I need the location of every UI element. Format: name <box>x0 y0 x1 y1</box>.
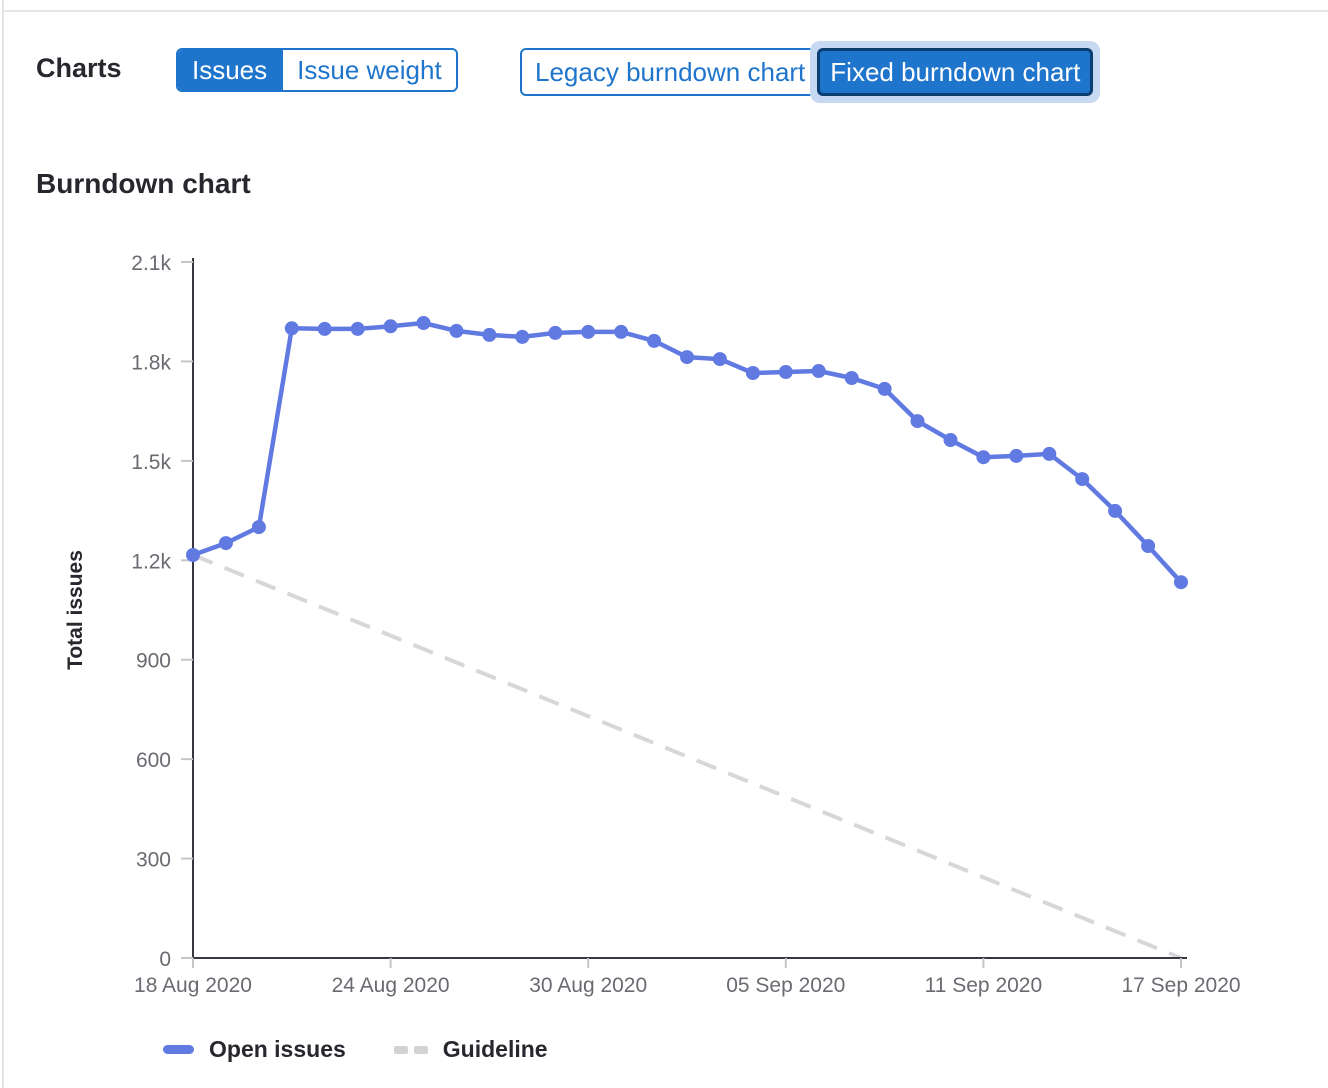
data-point[interactable] <box>976 450 991 465</box>
data-point[interactable] <box>350 321 365 336</box>
data-point[interactable] <box>778 365 793 379</box>
data-point[interactable] <box>548 325 563 340</box>
x-tick-label: 05 Sep 2020 <box>726 974 845 997</box>
fixed-burndown-chart-button[interactable]: Fixed burndown chart <box>817 48 1094 96</box>
guideline-swatch <box>393 1045 428 1054</box>
legend-label-open-issues: Open issues <box>209 1036 346 1062</box>
legend-item-open-issues[interactable]: Open issues <box>163 1036 346 1063</box>
y-tick-label: 1.2k <box>131 550 171 573</box>
data-point[interactable] <box>581 324 596 339</box>
y-tick-label: 1.8k <box>131 351 171 374</box>
data-point[interactable] <box>1108 503 1123 518</box>
data-point[interactable] <box>284 321 299 336</box>
data-point[interactable] <box>1174 575 1188 590</box>
data-point[interactable] <box>943 433 958 447</box>
metric-toggle-group: Issues Issue weight <box>176 48 458 92</box>
data-point[interactable] <box>1009 448 1024 463</box>
data-point[interactable] <box>877 381 892 396</box>
chart-legend: Open issues Guideline <box>163 1036 548 1063</box>
data-point[interactable] <box>647 333 662 348</box>
data-point[interactable] <box>251 520 266 535</box>
data-point[interactable] <box>186 548 200 562</box>
data-point[interactable] <box>910 414 925 429</box>
y-axis-title: Total issues <box>64 550 87 670</box>
y-tick-label: 300 <box>136 849 171 872</box>
data-point[interactable] <box>745 366 760 380</box>
data-point[interactable] <box>614 324 629 339</box>
chart-version-toggle-group: Legacy burndown chart Fixed burndown cha… <box>520 41 1101 103</box>
x-tick-label: 30 Aug 2020 <box>529 974 647 997</box>
burndown-chart-title: Burndown chart <box>36 168 251 199</box>
open-issues-swatch <box>163 1045 194 1054</box>
data-point[interactable] <box>416 316 431 330</box>
data-point[interactable] <box>1042 446 1057 461</box>
x-tick-label: 18 Aug 2020 <box>134 974 252 997</box>
guideline-line <box>192 553 1182 960</box>
metric-option-issues[interactable]: Issues <box>178 50 282 90</box>
legend-item-guideline[interactable]: Guideline <box>393 1036 548 1063</box>
page-left-border <box>2 0 4 1088</box>
data-point[interactable] <box>712 352 727 367</box>
data-point[interactable] <box>811 364 826 378</box>
data-point[interactable] <box>515 329 530 344</box>
data-point[interactable] <box>218 536 233 551</box>
data-point[interactable] <box>449 323 464 338</box>
data-point[interactable] <box>482 327 497 342</box>
fixed-button-focus-ring: Fixed burndown chart <box>810 41 1101 103</box>
page-top-border <box>4 10 1328 12</box>
y-tick-label: 600 <box>136 749 171 772</box>
y-tick-label: 0 <box>159 948 171 971</box>
y-tick-label: 1.5k <box>131 451 171 474</box>
x-tick-label: 17 Sep 2020 <box>1121 974 1240 997</box>
data-point[interactable] <box>1075 472 1090 487</box>
data-point[interactable] <box>844 371 859 385</box>
x-tick-label: 24 Aug 2020 <box>332 974 450 997</box>
charts-label: Charts <box>36 53 122 83</box>
x-tick-label: 11 Sep 2020 <box>925 974 1043 997</box>
data-point[interactable] <box>383 319 398 334</box>
y-tick-label: 2.1k <box>131 252 171 275</box>
legacy-burndown-chart-button[interactable]: Legacy burndown chart <box>520 48 821 96</box>
data-point[interactable] <box>317 321 332 336</box>
data-point[interactable] <box>680 350 694 365</box>
metric-option-issue-weight[interactable]: Issue weight <box>281 50 456 90</box>
y-tick-label: 900 <box>136 650 171 673</box>
legend-label-guideline: Guideline <box>442 1036 548 1062</box>
data-point[interactable] <box>1141 539 1156 553</box>
